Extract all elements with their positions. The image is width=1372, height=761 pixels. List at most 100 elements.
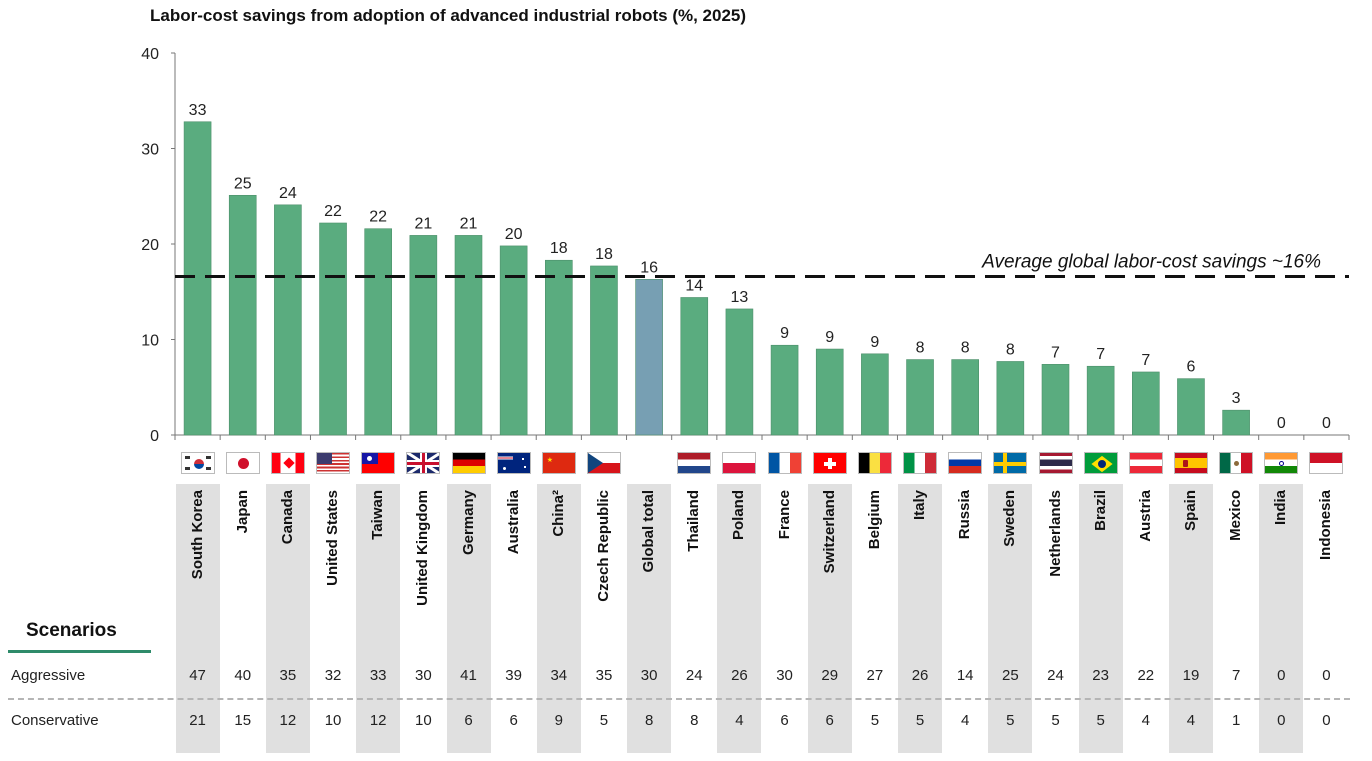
france-flag-icon — [767, 452, 802, 474]
united-kingdom-flag-icon — [406, 452, 441, 474]
switzerland-flag-icon — [812, 452, 847, 474]
category-label: France — [763, 490, 807, 650]
data-label: 7 — [1096, 346, 1105, 363]
scenario-value-cell: 1 — [1231, 712, 1241, 729]
bar — [1086, 365, 1115, 436]
data-label: 7 — [1141, 352, 1150, 369]
scenario-value-cell: 22 — [1137, 667, 1155, 684]
scenario-value-cell: 5 — [1006, 712, 1015, 729]
scenario-value-cell: 34 — [550, 667, 568, 684]
bar — [364, 228, 392, 436]
category-label: Brazil — [1079, 490, 1123, 650]
data-label: 18 — [550, 240, 568, 257]
column-shade — [898, 484, 943, 753]
scenario-value-cell: 35 — [279, 667, 297, 684]
category-label-text: Global total — [640, 490, 658, 573]
scenario-value-cell: 19 — [1182, 667, 1200, 684]
category-label-text: Spain — [1181, 490, 1199, 531]
category-label-text: India — [1272, 490, 1290, 526]
column-shade — [988, 484, 1033, 753]
data-label: 20 — [505, 226, 523, 243]
y-tick-label: 10 — [141, 333, 159, 350]
scenario-value-cell: 5 — [1096, 712, 1105, 729]
column-shade — [807, 484, 852, 753]
scenario-value-cell: 0 — [1322, 667, 1331, 684]
category-label: Germany — [447, 490, 491, 650]
scenarios-underline — [8, 650, 151, 653]
y-tick-label: 40 — [141, 46, 159, 63]
category-label: Austria — [1124, 490, 1168, 650]
category-label-text: United States — [324, 490, 342, 586]
category-label-text: Austria — [1136, 490, 1154, 542]
scenario-value-cell: 26 — [731, 667, 748, 684]
bar — [725, 308, 754, 436]
scenario-value-cell: 8 — [644, 712, 654, 729]
scenario-value-cell: 9 — [554, 712, 563, 729]
category-label: Thailand — [672, 490, 716, 650]
category-label: Russia — [943, 490, 987, 650]
category-label: Mexico — [1214, 490, 1258, 650]
data-label: 14 — [685, 277, 703, 294]
category-label: Canada — [266, 490, 310, 650]
data-label: 0 — [1322, 415, 1331, 432]
data-label: 33 — [189, 102, 207, 119]
y-tick-label: 20 — [141, 237, 159, 254]
scenario-value-cell: 15 — [234, 712, 252, 729]
spain-flag-icon — [1173, 452, 1208, 474]
scenario-value-cell: 6 — [780, 712, 789, 729]
data-label: 25 — [234, 175, 252, 192]
scenario-value-cell: 29 — [821, 667, 839, 684]
scenario-value-cell: 32 — [324, 667, 342, 684]
scenario-value-cell: 4 — [961, 712, 970, 729]
austria-flag-icon — [1128, 452, 1163, 474]
scenario-row-label: Conservative — [11, 712, 99, 729]
bar — [409, 235, 438, 436]
bar — [228, 194, 257, 436]
scenario-value-cell: 4 — [1141, 712, 1150, 729]
reference-line-label: Average global labor-cost savings ~16% — [981, 251, 1321, 272]
scenario-value-cell: 5 — [1051, 712, 1060, 729]
indonesia-flag-icon — [1309, 452, 1344, 474]
column-shade — [175, 484, 220, 753]
scenario-value-cell: 41 — [460, 667, 477, 684]
category-label-text: Switzerland — [820, 490, 838, 574]
data-label: 9 — [780, 325, 789, 342]
bar — [680, 297, 709, 436]
scenario-value-cell: 4 — [1186, 712, 1196, 729]
scenario-value-cell: 40 — [234, 667, 252, 684]
data-label: 13 — [731, 289, 749, 306]
thailand-flag-icon — [1038, 452, 1073, 474]
united-states-flag-icon — [316, 452, 351, 474]
data-label: 22 — [324, 203, 342, 220]
scenario-value-cell: 5 — [915, 712, 925, 729]
bar — [454, 235, 483, 436]
y-tick-label: 0 — [150, 428, 159, 445]
scenario-value-cell: 14 — [956, 667, 974, 684]
scenario-value-cell: 25 — [1002, 667, 1019, 684]
column-shade — [446, 484, 491, 753]
scenario-value-cell: 10 — [324, 712, 342, 729]
czech-republic-flag-icon — [586, 452, 621, 474]
bar — [1177, 378, 1205, 436]
scenario-value-cell: 6 — [464, 712, 473, 729]
category-label: Australia — [492, 490, 536, 650]
column-shade — [356, 484, 401, 753]
category-label: Belgium — [853, 490, 897, 650]
bar — [996, 361, 1025, 436]
column-shade — [1259, 484, 1304, 753]
y-tick-label: 30 — [141, 142, 159, 159]
bar — [906, 359, 934, 436]
category-label: Poland — [717, 490, 761, 650]
scenario-value-cell: 8 — [690, 712, 699, 729]
data-label: 8 — [916, 340, 925, 357]
bar — [1132, 371, 1160, 436]
scenario-value-cell: 5 — [599, 712, 609, 729]
category-label-text: Thailand — [685, 490, 703, 552]
category-label-text: Poland — [730, 490, 748, 541]
category-label-text: Taiwan — [369, 490, 387, 540]
column-shade — [717, 484, 762, 753]
data-label: 21 — [460, 215, 478, 232]
data-label: 3 — [1232, 390, 1241, 407]
scenario-value-cell: 21 — [189, 712, 206, 729]
